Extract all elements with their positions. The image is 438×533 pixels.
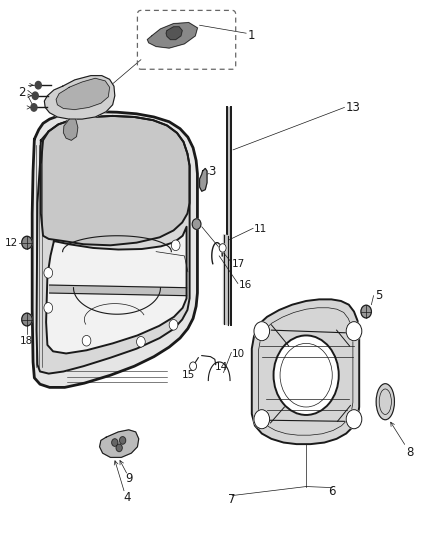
Text: 5: 5 bbox=[375, 289, 382, 302]
Polygon shape bbox=[44, 76, 115, 119]
Polygon shape bbox=[41, 116, 190, 245]
Circle shape bbox=[32, 92, 38, 100]
Polygon shape bbox=[166, 27, 182, 39]
Text: 16: 16 bbox=[239, 280, 252, 290]
Text: 1: 1 bbox=[247, 29, 255, 42]
Text: 17: 17 bbox=[232, 259, 245, 269]
Polygon shape bbox=[46, 227, 187, 353]
Circle shape bbox=[112, 439, 118, 446]
Polygon shape bbox=[252, 300, 359, 444]
Polygon shape bbox=[148, 22, 198, 48]
Polygon shape bbox=[99, 430, 139, 457]
Text: 18: 18 bbox=[20, 336, 33, 346]
Circle shape bbox=[219, 244, 226, 252]
Polygon shape bbox=[56, 78, 110, 110]
Circle shape bbox=[116, 444, 122, 451]
Circle shape bbox=[254, 410, 270, 429]
Text: 12: 12 bbox=[5, 238, 18, 248]
Circle shape bbox=[169, 319, 178, 330]
Circle shape bbox=[171, 240, 180, 251]
Text: 7: 7 bbox=[229, 494, 236, 506]
Circle shape bbox=[120, 437, 126, 444]
Circle shape bbox=[82, 335, 91, 346]
Text: 6: 6 bbox=[328, 486, 336, 498]
Circle shape bbox=[137, 336, 145, 347]
Circle shape bbox=[44, 268, 53, 278]
Text: 14: 14 bbox=[215, 362, 228, 372]
Circle shape bbox=[346, 321, 362, 341]
Text: 8: 8 bbox=[406, 446, 413, 458]
Text: 4: 4 bbox=[124, 491, 131, 504]
Text: 10: 10 bbox=[232, 349, 245, 359]
Polygon shape bbox=[49, 285, 187, 296]
Text: 13: 13 bbox=[345, 101, 360, 114]
Text: 11: 11 bbox=[254, 224, 267, 235]
Circle shape bbox=[35, 82, 41, 89]
Circle shape bbox=[192, 219, 201, 229]
Ellipse shape bbox=[376, 384, 395, 419]
Circle shape bbox=[31, 104, 37, 111]
Polygon shape bbox=[36, 116, 190, 374]
Circle shape bbox=[346, 410, 362, 429]
Circle shape bbox=[190, 362, 197, 370]
Polygon shape bbox=[64, 119, 78, 140]
Text: 15: 15 bbox=[182, 370, 195, 380]
Circle shape bbox=[22, 313, 32, 326]
Circle shape bbox=[44, 303, 53, 313]
Text: 9: 9 bbox=[126, 472, 133, 485]
Circle shape bbox=[254, 321, 270, 341]
Circle shape bbox=[22, 236, 32, 249]
Circle shape bbox=[361, 305, 371, 318]
Polygon shape bbox=[200, 168, 207, 191]
Text: 3: 3 bbox=[208, 165, 215, 177]
Polygon shape bbox=[32, 112, 198, 387]
Circle shape bbox=[274, 335, 339, 415]
Polygon shape bbox=[227, 108, 231, 325]
Text: 2: 2 bbox=[18, 86, 26, 99]
Polygon shape bbox=[223, 235, 228, 325]
